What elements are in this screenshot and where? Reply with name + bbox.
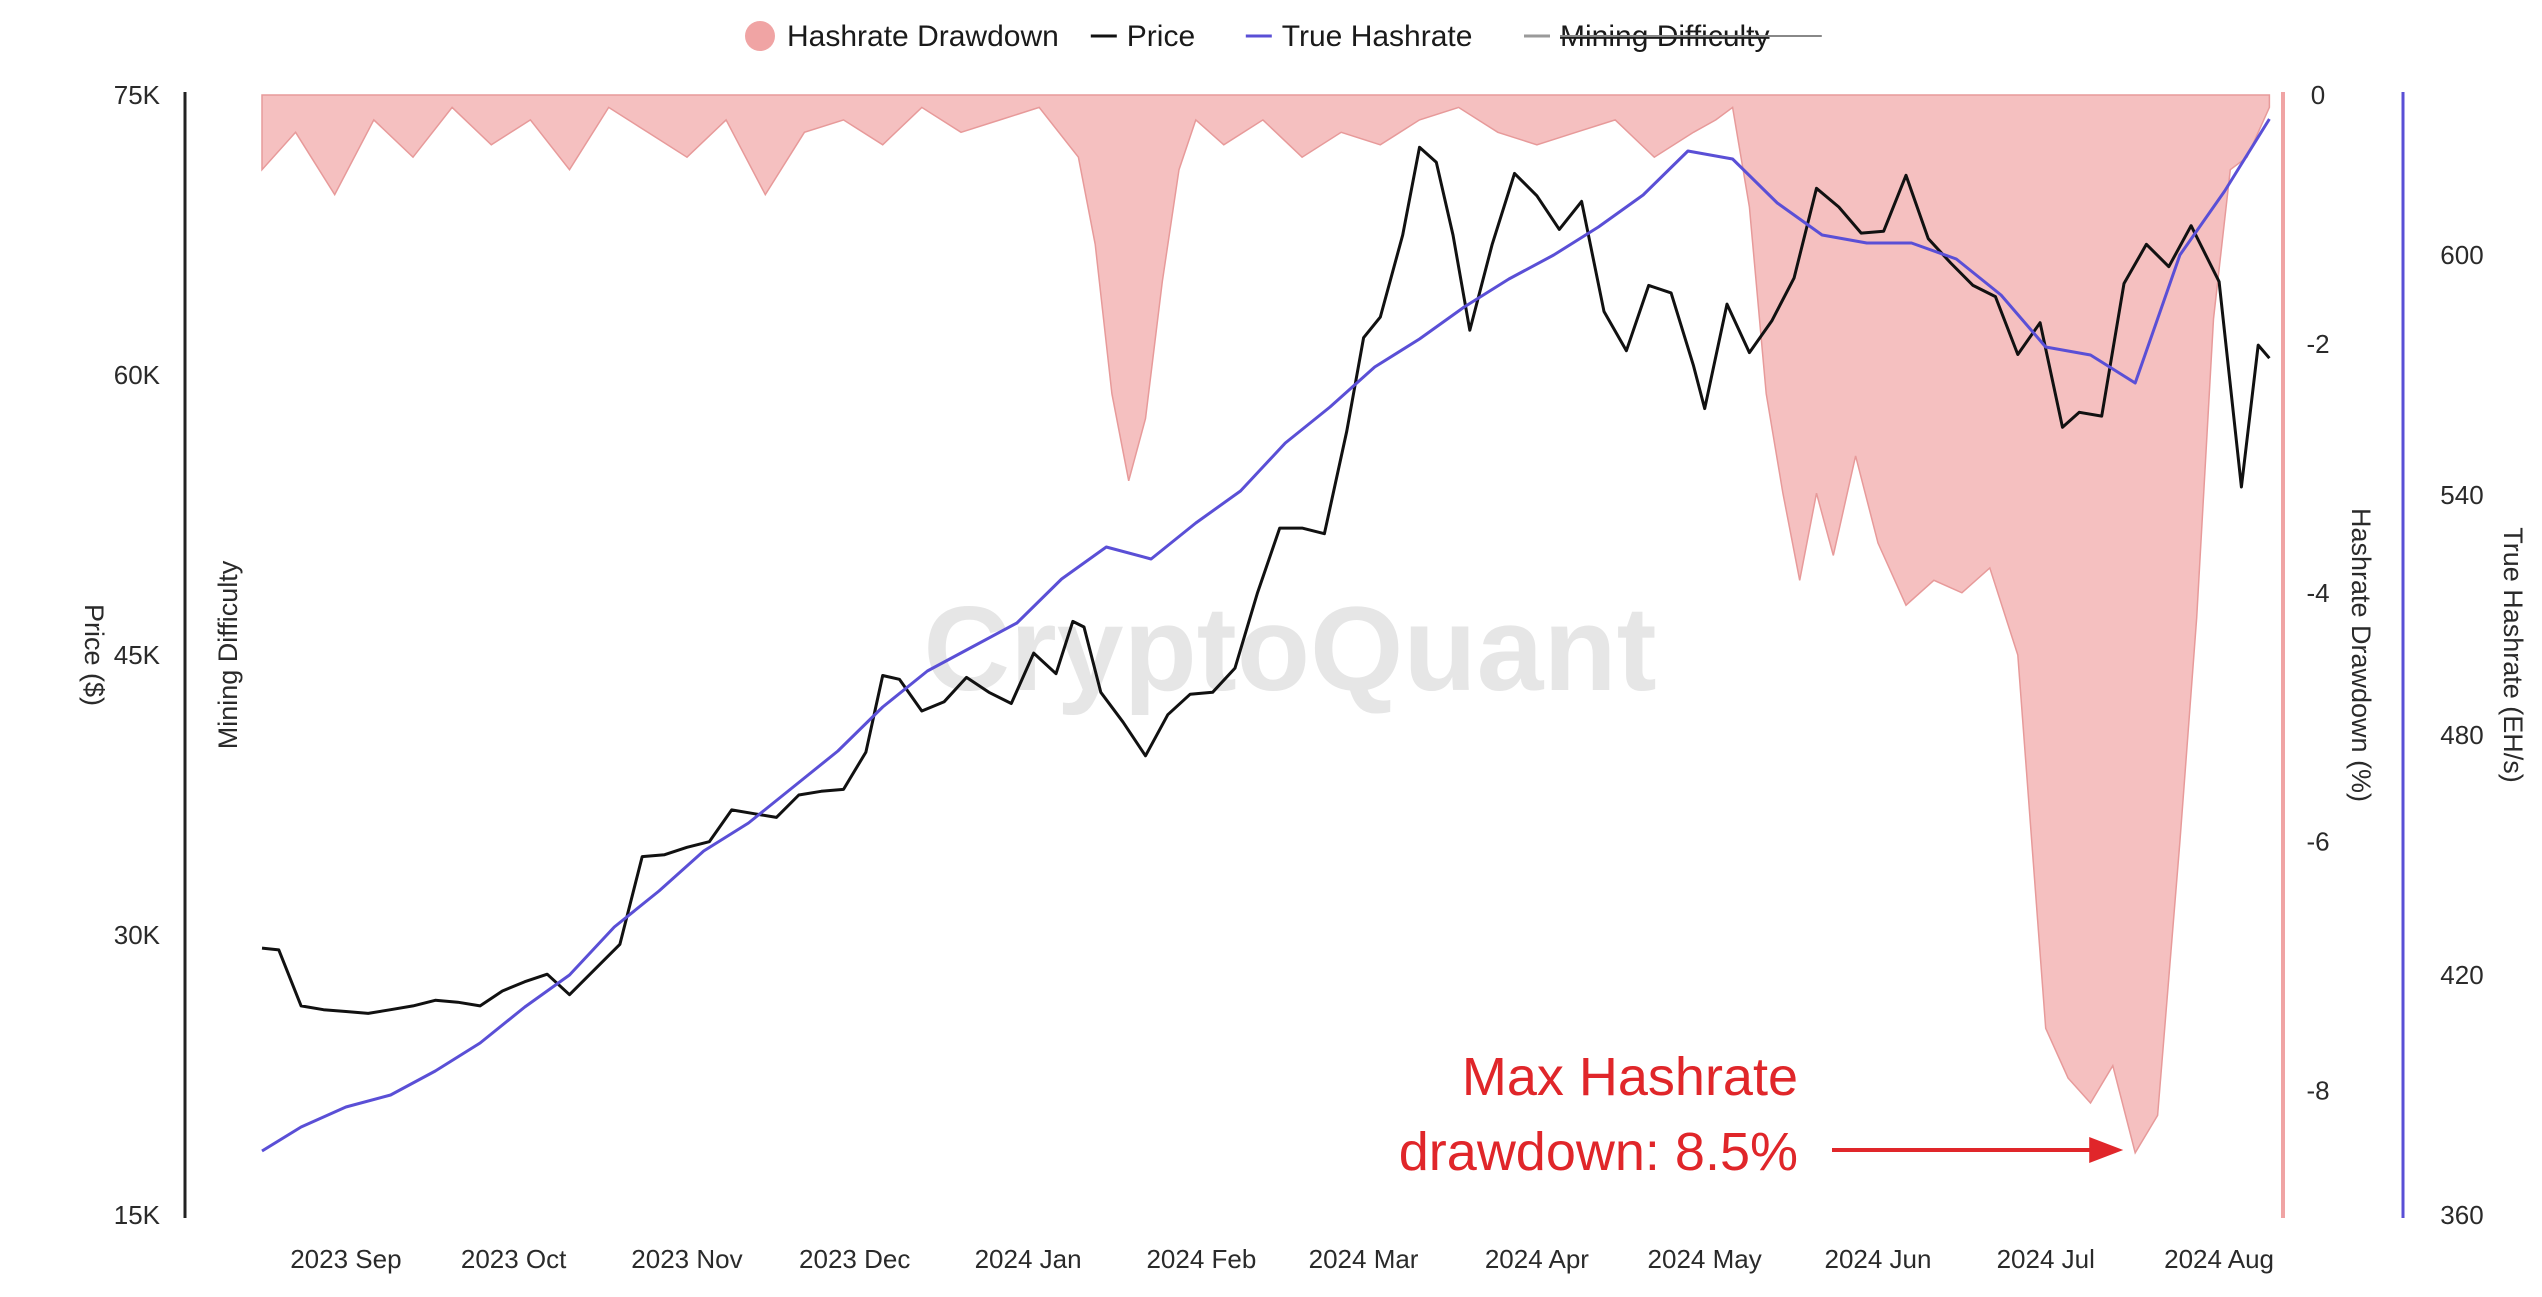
difficulty-axis-title: Mining Difficulty	[213, 560, 243, 749]
price-tick-label: 45K	[114, 640, 161, 670]
legend-item-hashrate[interactable]: True Hashrate	[1245, 20, 1473, 53]
price-axis-title: Price ($)	[79, 604, 109, 706]
hashrate-tick-label: 600	[2440, 240, 2483, 270]
x-tick-label: 2024 May	[1648, 1244, 1762, 1274]
hashrate-axis-title: True Hashrate (EH/s)	[2498, 527, 2528, 783]
hashrate-tick-label: 360	[2440, 1200, 2483, 1230]
drawdown-tick-label: 0	[2311, 80, 2325, 110]
x-tick-label: 2023 Nov	[631, 1244, 742, 1274]
price-tick-label: 60K	[114, 360, 161, 390]
legend-label: True Hashrate	[1282, 20, 1473, 53]
legend-label: Price	[1127, 20, 1195, 53]
hashrate-tick-label: 480	[2440, 720, 2483, 750]
price-tick-label: 75K	[114, 80, 161, 110]
annotation-arrow-head	[2089, 1137, 2124, 1163]
x-tick-label: 2024 Feb	[1146, 1244, 1256, 1274]
hashrate-tick-label: 540	[2440, 480, 2483, 510]
x-tick-label: 2023 Sep	[290, 1244, 401, 1274]
x-tick-label: 2024 Jan	[975, 1244, 1082, 1274]
legend-label: Hashrate Drawdown	[787, 20, 1059, 53]
drawdown-axis-title: Hashrate Drawdown (%)	[2346, 508, 2376, 802]
drawdown-tick-label: -2	[2306, 329, 2329, 359]
hashrate-drawdown-area	[261, 94, 2271, 1155]
legend-marker-dot	[745, 21, 775, 51]
x-tick-label: 2024 Jun	[1824, 1244, 1931, 1274]
x-tick-label: 2024 Apr	[1485, 1244, 1589, 1274]
x-tick-label: 2023 Oct	[461, 1244, 567, 1274]
drawdown-tick-label: -6	[2306, 827, 2329, 857]
true-hashrate-line	[261, 118, 2271, 1153]
price-line	[261, 145, 2271, 1015]
annotation-line-2: drawdown: 8.5%	[1399, 1122, 1798, 1182]
x-tick-label: 2024 Aug	[2164, 1244, 2274, 1274]
legend-item-price[interactable]: Price	[1090, 20, 1195, 53]
x-tick-label: 2024 Jul	[1997, 1244, 2095, 1274]
x-tick-label: 2023 Dec	[799, 1244, 910, 1274]
x-tick-label: 2024 Mar	[1309, 1244, 1419, 1274]
price-tick-label: 30K	[114, 920, 161, 950]
hashrate-tick-label: 420	[2440, 960, 2483, 990]
drawdown-tick-label: -4	[2306, 578, 2329, 608]
legend-item-difficulty[interactable]: Mining Difficulty	[1524, 20, 1822, 53]
annotation-line-1: Max Hashrate	[1462, 1047, 1798, 1107]
legend-item-drawdown[interactable]: Hashrate Drawdown	[745, 20, 1059, 53]
watermark-text: CryptoQuant	[923, 582, 1656, 716]
price-tick-label: 15K	[114, 1200, 161, 1230]
drawdown-tick-label: -8	[2306, 1076, 2329, 1106]
